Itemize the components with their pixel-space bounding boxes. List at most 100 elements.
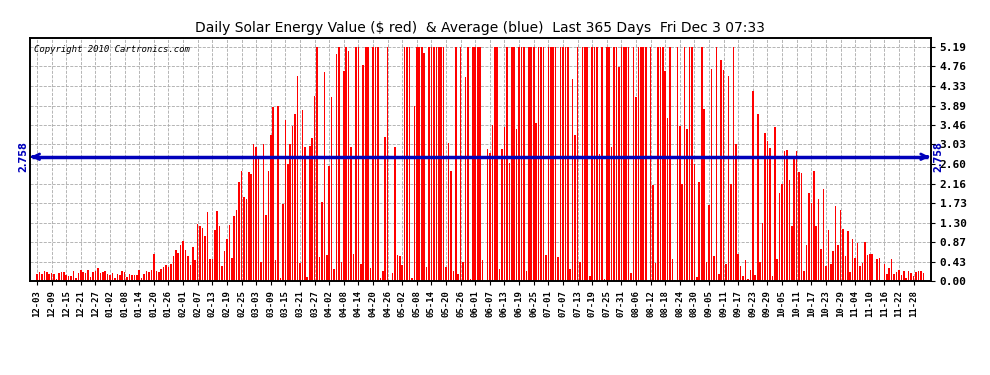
Bar <box>119 275 121 281</box>
Bar <box>239 182 240 281</box>
Bar <box>139 270 140 281</box>
Bar <box>107 274 109 281</box>
Bar <box>90 277 91 281</box>
Bar <box>460 47 461 281</box>
Bar <box>347 51 349 281</box>
Bar <box>346 47 347 281</box>
Bar <box>618 67 620 281</box>
Bar <box>455 47 456 281</box>
Bar <box>740 266 742 281</box>
Bar <box>382 271 383 281</box>
Bar <box>229 225 230 281</box>
Bar <box>324 72 325 281</box>
Bar <box>282 204 284 281</box>
Bar <box>577 47 578 281</box>
Bar <box>854 258 856 281</box>
Bar <box>297 76 298 281</box>
Bar <box>267 171 269 281</box>
Bar <box>896 272 897 281</box>
Bar <box>920 271 922 281</box>
Bar <box>835 206 837 281</box>
Bar <box>491 124 493 281</box>
Bar <box>898 270 900 281</box>
Bar <box>221 266 223 281</box>
Bar <box>671 259 673 281</box>
Bar <box>387 47 388 281</box>
Bar <box>217 211 218 281</box>
Bar <box>901 275 902 281</box>
Bar <box>776 259 778 281</box>
Bar <box>913 276 915 281</box>
Bar <box>224 251 226 281</box>
Bar <box>136 275 138 281</box>
Bar <box>284 120 286 281</box>
Bar <box>581 47 583 281</box>
Bar <box>150 270 152 281</box>
Bar <box>798 171 800 281</box>
Bar <box>523 47 525 281</box>
Bar <box>248 172 249 281</box>
Bar <box>757 114 758 281</box>
Bar <box>462 262 464 281</box>
Bar <box>613 47 615 281</box>
Bar <box>272 107 274 281</box>
Bar <box>82 272 84 281</box>
Bar <box>547 47 549 281</box>
Bar <box>246 199 248 281</box>
Bar <box>394 147 396 281</box>
Bar <box>316 47 318 281</box>
Bar <box>908 272 910 281</box>
Bar <box>541 47 542 281</box>
Bar <box>384 137 386 281</box>
Bar <box>545 255 546 281</box>
Bar <box>764 133 766 281</box>
Bar <box>801 173 802 281</box>
Bar <box>644 47 646 281</box>
Bar <box>703 109 705 281</box>
Bar <box>241 171 243 281</box>
Bar <box>146 271 148 281</box>
Bar <box>509 163 510 281</box>
Bar <box>77 273 79 281</box>
Bar <box>102 272 104 281</box>
Bar <box>360 264 361 281</box>
Bar <box>158 272 159 281</box>
Bar <box>519 47 520 281</box>
Bar <box>482 260 483 281</box>
Bar <box>314 96 316 281</box>
Bar <box>531 47 532 281</box>
Bar <box>744 260 746 281</box>
Bar <box>721 60 722 281</box>
Bar <box>521 47 523 281</box>
Bar <box>754 274 756 281</box>
Bar <box>429 47 430 281</box>
Bar <box>856 243 858 281</box>
Bar <box>357 47 359 281</box>
Bar <box>816 226 817 281</box>
Bar <box>392 273 393 281</box>
Bar <box>304 147 306 281</box>
Bar <box>202 228 203 281</box>
Bar <box>260 262 261 281</box>
Bar <box>104 271 106 281</box>
Bar <box>923 273 924 281</box>
Bar <box>626 47 627 281</box>
Bar <box>431 47 433 281</box>
Bar <box>75 278 77 281</box>
Bar <box>499 269 500 281</box>
Bar <box>684 47 685 281</box>
Bar <box>219 226 221 281</box>
Bar <box>487 149 488 281</box>
Bar <box>494 47 496 281</box>
Bar <box>883 264 885 281</box>
Bar <box>192 248 194 281</box>
Bar <box>204 236 206 281</box>
Bar <box>557 257 559 281</box>
Bar <box>117 273 118 281</box>
Bar <box>752 92 753 281</box>
Bar <box>918 272 920 281</box>
Bar <box>370 268 371 281</box>
Bar <box>362 65 364 281</box>
Text: 2.758: 2.758 <box>933 141 942 172</box>
Bar <box>447 143 449 281</box>
